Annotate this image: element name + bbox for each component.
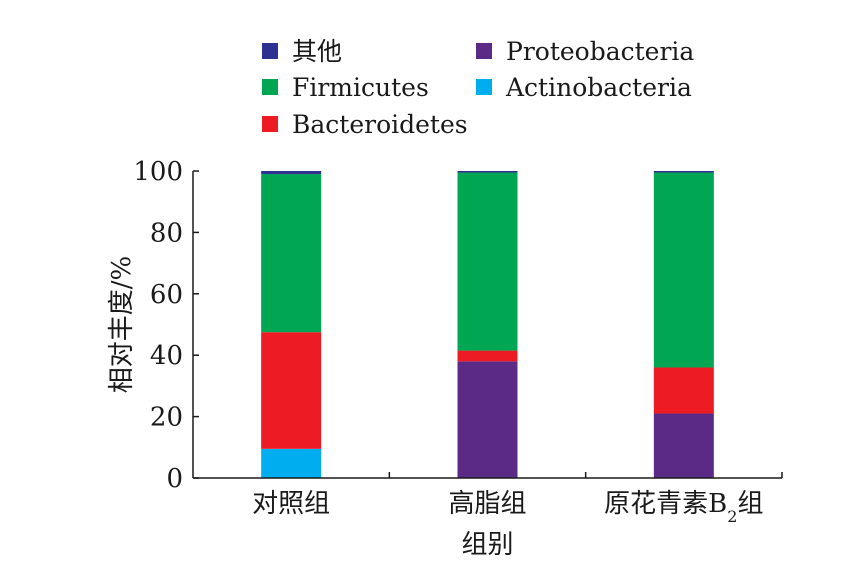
- legend-label: 其他: [292, 37, 342, 66]
- y-axis-title: 相对丰度/%: [107, 256, 137, 393]
- bar-segment: [457, 172, 518, 351]
- y-tick-label: 40: [150, 341, 183, 371]
- legend-label: Bacteroidetes: [292, 110, 468, 139]
- y-tick-label: 80: [150, 218, 183, 248]
- bar-segment: [457, 171, 518, 173]
- y-tick-label: 0: [166, 464, 183, 494]
- y-tick-label: 20: [150, 403, 183, 433]
- legend-label: Proteobacteria: [506, 37, 694, 66]
- x-tick-label: 高脂组: [448, 489, 526, 519]
- axes: 相对丰度/% 组别 0 20 40 60 80 100 对照组 高脂组 原花青素B2组: [107, 157, 783, 560]
- bar-segment: [261, 174, 322, 333]
- bar-segment: [653, 413, 714, 478]
- legend-label: Firmicutes: [292, 73, 429, 102]
- legend-swatch: [262, 43, 278, 59]
- bar-segment: [261, 171, 322, 175]
- bar-segment: [653, 367, 714, 414]
- x-tick-label: 对照组: [252, 489, 330, 519]
- bar-segment: [653, 172, 714, 368]
- bar-segment: [457, 361, 518, 478]
- bar-segment: [261, 448, 322, 478]
- bar-segment: [261, 332, 322, 449]
- x-axis-title: 组别: [461, 530, 513, 560]
- legend-swatch: [476, 79, 492, 95]
- legend-swatch: [262, 116, 278, 132]
- legend: 其他 Proteobacteria Firmicutes Actinobacteria…: [262, 37, 694, 139]
- y-tick-label: 60: [150, 280, 183, 310]
- legend-swatch: [476, 43, 492, 59]
- bar-segment: [653, 171, 714, 173]
- bars: [261, 171, 714, 478]
- y-tick-label: 100: [133, 157, 183, 187]
- bar-segment: [457, 350, 518, 362]
- legend-label: Actinobacteria: [505, 73, 692, 102]
- x-tick-label: 原花青素B2组: [604, 489, 763, 526]
- legend-swatch: [262, 79, 278, 95]
